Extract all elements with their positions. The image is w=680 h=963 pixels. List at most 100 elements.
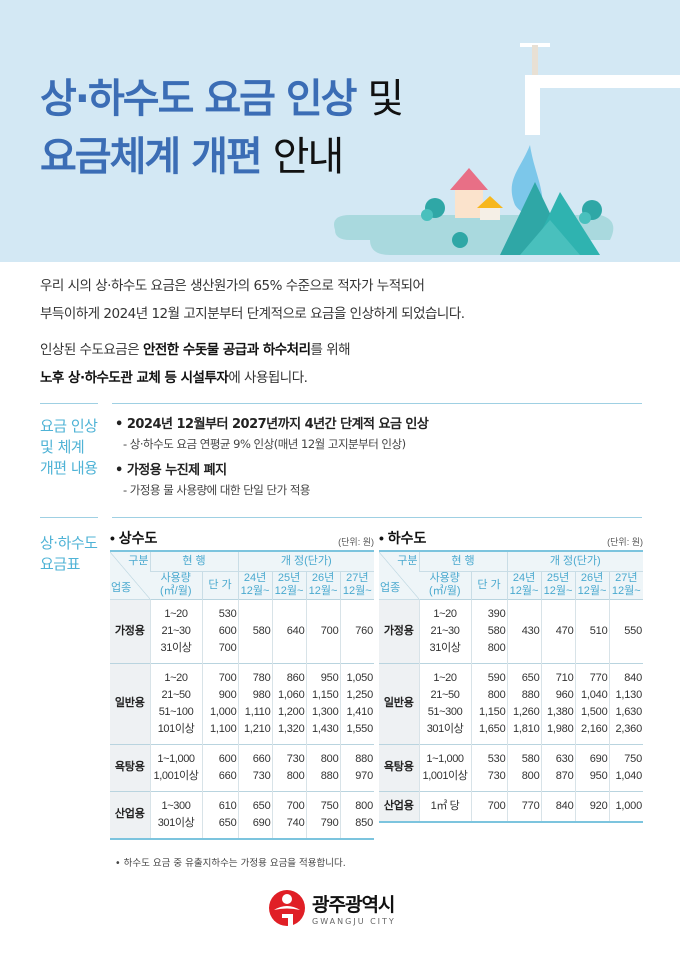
usage-cell: 1~300 301이상 [149, 790, 202, 839]
table-row: 일반용 1~20 21~50 51~300 301이상 590 800 1,150 … [379, 662, 644, 744]
revised-price-cell: 650 880 1,260 1,810 [506, 662, 542, 744]
usage-cell: 1~20 21~30 31이상 [149, 598, 202, 663]
revised-price-cell: 840 1,130 1,630 2,360 [608, 662, 644, 744]
revised-price-cell: 630 870 [540, 743, 576, 791]
revised-price-cell: 750 790 [305, 790, 341, 839]
revised-price-cell: 550 [608, 598, 644, 663]
usage-cell: 1~1,000 1,001이상 [149, 743, 202, 791]
hero-banner: 상·하수도 요금 인상 및 요금체계 개편 안내 [0, 0, 680, 262]
revised-price-cell: 920 [574, 790, 610, 822]
corner-top-label: 구분 [397, 555, 418, 568]
reform-list: • 2024년 12월부터 2027년까지 4년간 단계적 요금 인상 - 상·… [115, 415, 429, 507]
revised-price-cell: 730 800 [271, 743, 307, 791]
usage-header: 사용량 (㎥/월) [150, 571, 202, 599]
current-header: 현 행 [418, 551, 508, 572]
revised-price-cell: 950 1,150 1,300 1,430 [305, 662, 341, 744]
revised-price-cell: 650 690 [237, 790, 273, 839]
revised-price-cell: 660 730 [237, 743, 273, 791]
revised-price-cell: 770 [506, 790, 542, 822]
header-row: 사용량 (㎥/월) 단 가 24년 12월~ 25년 12월~ 26년 12월~ 27년 … [110, 571, 375, 599]
table-title: • 상수도 [110, 530, 158, 546]
corner-top-label: 구분 [128, 555, 149, 568]
year-header: 25년 12월~ [540, 571, 576, 599]
year-header: 26년 12월~ [574, 571, 610, 599]
revised-price-cell: 840 [540, 790, 576, 822]
unit-note: (단위: 원) [338, 537, 374, 547]
unit-note: (단위: 원) [607, 537, 643, 547]
current-header: 현 행 [149, 551, 239, 572]
revised-price-cell: 690 950 [574, 743, 610, 791]
revised-price-cell: 580 [237, 598, 273, 663]
current-price-cell: 530 730 [470, 743, 508, 791]
year-header: 24년 12월~ [237, 571, 273, 599]
header-row: 사용량 (㎥/월) 단 가 24년 12월~ 25년 12월~ 26년 12월~ 27년 … [379, 571, 644, 599]
revised-price-cell: 580 800 [506, 743, 542, 791]
usage-cell: 1~20 21~50 51~300 301이상 [418, 662, 471, 744]
current-price-cell: 610 650 [201, 790, 239, 839]
category-cell: 산업용 [379, 790, 419, 822]
category-cell: 욕탕용 [379, 743, 419, 791]
page-title: 상·하수도 요금 인상 및 요금체계 개편 안내 [40, 76, 404, 180]
reform-section-label: 요금 인상 및 체계 개편 내용 [40, 417, 98, 477]
category-cell: 일반용 [379, 662, 419, 744]
corner-bottom-label: 업종 [380, 582, 401, 595]
revised-price-cell: 800 880 [305, 743, 341, 791]
rate-table-section-label: 상·하수도 요금표 [40, 534, 98, 573]
table-row: 산업용 1㎥ 당 700 770 840 920 1,000 [379, 790, 644, 822]
year-header: 24년 12월~ [506, 571, 542, 599]
usage-cell: 1~20 21~50 51~100 101이상 [149, 662, 202, 744]
revised-header: 개 정(단가) [237, 551, 375, 572]
table-row: 욕탕용 1~1,000 1,001이상 600 660 660 730 730 800 8… [110, 743, 375, 791]
revised-price-cell: 760 [339, 598, 375, 663]
revised-price-cell: 1,000 [608, 790, 644, 822]
faucet-landscape-illustration [334, 43, 680, 255]
reform-item-detail: - 가정용 물 사용량에 대한 단일 단가 적용 [123, 483, 311, 497]
year-header: 26년 12월~ [305, 571, 341, 599]
footnote: • 하수도 요금 중 유출지하수는 가정용 요금을 적용합니다. [115, 858, 346, 869]
category-cell: 일반용 [110, 662, 150, 744]
reform-item-detail: - 상·하수도 요금 연평균 9% 인상(매년 12월 고지분부터 인상) [123, 437, 406, 451]
revised-price-cell: 780 980 1,110 1,210 [237, 662, 273, 744]
current-price-cell: 600 660 [201, 743, 239, 791]
revised-price-cell: 770 1,040 1,500 2,160 [574, 662, 610, 744]
corner-bottom-label: 업종 [111, 582, 132, 595]
table-row: 일반용 1~20 21~50 51~100 101이상 700 900 1,000 … [110, 662, 375, 744]
reform-item-title: • 2024년 12월부터 2027년까지 4년간 단계적 요금 인상 [115, 417, 429, 432]
category-cell: 가정용 [379, 598, 419, 663]
revised-price-cell: 700 740 [271, 790, 307, 839]
revised-price-cell: 750 1,040 [608, 743, 644, 791]
revised-price-cell: 640 [271, 598, 307, 663]
category-cell: 산업용 [110, 790, 150, 839]
revised-header: 개 정(단가) [506, 551, 644, 572]
current-price-cell: 530 600 700 [201, 598, 239, 663]
divider [40, 403, 98, 404]
table-heading: • 상수도 (단위: 원) [110, 530, 374, 548]
year-header: 27년 12월~ [608, 571, 644, 599]
table-row: 산업용 1~300 301이상 610 650 650 690 700 740 750 7… [110, 790, 375, 839]
divider [112, 517, 642, 518]
current-price-cell: 590 800 1,150 1,650 [470, 662, 508, 744]
revised-price-cell: 700 [305, 598, 341, 663]
revised-price-cell: 860 1,060 1,200 1,320 [271, 662, 307, 744]
usage-cell: 1㎥ 당 [418, 790, 471, 822]
revised-price-cell: 1,050 1,250 1,410 1,550 [339, 662, 375, 744]
divider [40, 517, 98, 518]
revised-price-cell: 430 [506, 598, 542, 663]
usage-header: 사용량 (㎥/월) [419, 571, 471, 599]
category-cell: 욕탕용 [110, 743, 150, 791]
year-header: 25년 12월~ [271, 571, 307, 599]
table-title: • 하수도 [379, 530, 427, 546]
reform-item-title: • 가정용 누진제 폐지 [115, 463, 227, 478]
usage-cell: 1~1,000 1,001이상 [418, 743, 471, 791]
revised-price-cell: 510 [574, 598, 610, 663]
year-header: 27년 12월~ [339, 571, 375, 599]
current-price-cell: 700 900 1,000 1,100 [201, 662, 239, 744]
revised-price-cell: 800 850 [339, 790, 375, 839]
